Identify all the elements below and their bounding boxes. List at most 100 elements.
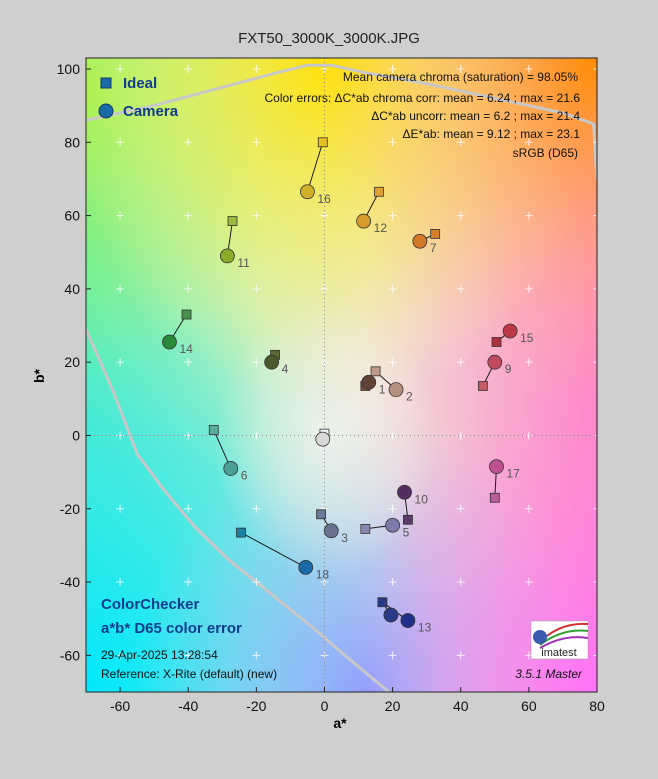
grid-mark xyxy=(456,64,465,73)
grid-mark xyxy=(456,651,465,660)
y-tick-label: 0 xyxy=(72,427,80,443)
camera-marker-13 xyxy=(400,613,416,628)
stats-line-chroma-corr: Color errors: ΔC*ab chroma corr: mean = … xyxy=(265,91,581,105)
grid-mark xyxy=(252,64,261,73)
ideal-marker-15 xyxy=(491,337,502,347)
grid-mark xyxy=(116,578,125,587)
connector-16 xyxy=(306,142,324,192)
patch-label-2: 2 xyxy=(406,390,413,404)
camera-marker-5 xyxy=(385,517,401,533)
grid-mark xyxy=(388,431,397,440)
grid-mark xyxy=(593,578,597,587)
grid-mark xyxy=(184,64,193,73)
plot-background xyxy=(86,58,597,692)
patch-label-17: 17 xyxy=(507,467,521,481)
patch-label-6: 6 xyxy=(241,468,248,482)
camera-marker-19 xyxy=(383,607,399,623)
ideal-marker-13 xyxy=(377,597,388,608)
camera-marker-1 xyxy=(361,374,377,390)
footer-timestamp: 29-Apr-2025 13:28:54 xyxy=(101,648,218,662)
patch-label-1: 1 xyxy=(379,382,386,396)
grid-mark xyxy=(184,578,193,587)
grid-mark xyxy=(388,211,397,220)
y-tick-label: -20 xyxy=(60,501,80,517)
ideal-marker-12 xyxy=(374,186,384,197)
x-tick-label: 20 xyxy=(385,698,401,714)
grid-mark xyxy=(116,358,125,367)
grid-mark xyxy=(456,284,465,293)
grid-mark xyxy=(456,211,465,220)
grid-mark xyxy=(593,64,597,73)
grid-mark xyxy=(524,504,533,513)
grid-mark xyxy=(116,284,125,293)
legend: Ideal Camera xyxy=(98,75,179,120)
camera-marker-3 xyxy=(323,523,339,539)
grid-mark xyxy=(524,211,533,220)
x-tick-label: -40 xyxy=(178,698,198,714)
footer-heading: ColorChecker xyxy=(101,596,200,613)
grid-mark xyxy=(388,138,397,147)
y-tick-label: -60 xyxy=(60,647,80,663)
grid-mark xyxy=(116,504,125,513)
grid-mark xyxy=(593,211,597,220)
ideal-marker-10 xyxy=(403,514,413,525)
y-tick-label: 40 xyxy=(64,281,80,297)
axis-ticks: -60 -40 -20 0 20 40 60 80 -60 -40 -20 0 20 40 60 80 100 xyxy=(57,61,605,714)
grid-mark xyxy=(456,578,465,587)
camera-marker-6 xyxy=(223,461,239,476)
legend-ideal-label: Ideal xyxy=(123,75,157,92)
ideal-marker-2 xyxy=(370,366,381,377)
y-tick-label: 80 xyxy=(64,134,80,150)
legend-camera-label: Camera xyxy=(123,103,179,120)
ideal-marker-3 xyxy=(316,509,326,520)
grid-mark xyxy=(184,358,193,367)
y-tick-label: 20 xyxy=(64,354,80,370)
ideal-marker-17 xyxy=(489,492,500,503)
patch-label-5: 5 xyxy=(403,525,410,539)
patch-label-15: 15 xyxy=(520,331,534,345)
x-tick-label: -20 xyxy=(246,698,266,714)
grid xyxy=(116,64,597,660)
camera-marker-4 xyxy=(264,354,280,370)
grid-mark xyxy=(252,211,261,220)
grid-mark xyxy=(184,211,193,220)
stats-line-delta-e: ΔE*ab: mean = 9.12 ; max = 23.1 xyxy=(403,127,581,141)
x-tick-label: -60 xyxy=(110,698,130,714)
ideal-marker-16 xyxy=(317,137,328,148)
grid-mark xyxy=(593,284,597,293)
legend-ideal-marker xyxy=(100,77,112,89)
grid-mark xyxy=(524,578,533,587)
markers xyxy=(162,137,518,628)
grid-mark xyxy=(252,504,261,513)
patch-label-12: 12 xyxy=(374,221,388,235)
grid-mark xyxy=(593,504,597,513)
grid-mark xyxy=(116,651,125,660)
legend-camera-marker xyxy=(98,103,114,119)
patch-label-9: 9 xyxy=(505,362,512,376)
gamut-curve-1 xyxy=(86,63,597,179)
connector-18 xyxy=(240,532,306,568)
patch-label-13: 13 xyxy=(418,621,432,635)
version-label: 3.5.1 Master xyxy=(515,667,583,681)
camera-marker-10 xyxy=(397,484,412,500)
patch-label-14: 14 xyxy=(179,342,193,356)
grid-mark xyxy=(252,138,261,147)
ideal-marker-7 xyxy=(430,229,441,239)
logo-text: imatest xyxy=(541,647,576,659)
camera-marker-17 xyxy=(489,459,504,475)
footer-subheading: a*b* D65 color error xyxy=(101,620,242,637)
grid-mark xyxy=(252,651,261,660)
y-axis-label: b* xyxy=(31,368,47,383)
patch-label-18: 18 xyxy=(316,567,330,581)
chart-title: FXT50_3000K_3000K.JPG xyxy=(238,30,420,47)
camera-marker-N xyxy=(315,431,331,447)
x-tick-label: 40 xyxy=(453,698,469,714)
grid-mark xyxy=(388,651,397,660)
grid-mark xyxy=(252,358,261,367)
x-tick-label: 0 xyxy=(321,698,329,714)
camera-marker-11 xyxy=(219,248,235,264)
gamut-curve-2 xyxy=(86,328,391,692)
ideal-marker-18 xyxy=(236,527,246,538)
grid-mark xyxy=(252,284,261,293)
